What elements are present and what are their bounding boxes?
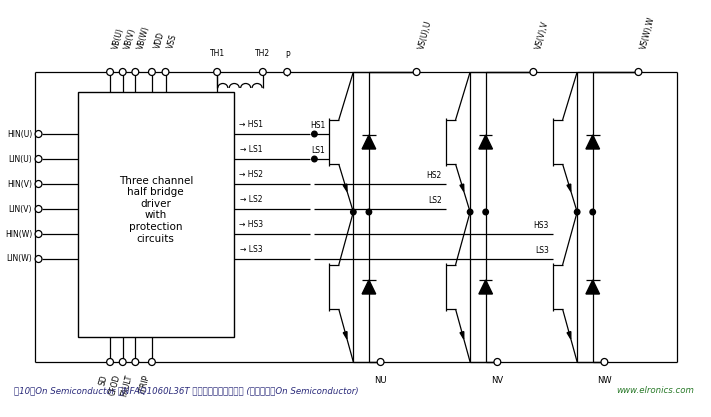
Text: VS(V),V: VS(V),V bbox=[535, 20, 550, 50]
Text: VSS: VSS bbox=[166, 33, 179, 50]
Circle shape bbox=[132, 68, 139, 75]
Text: SD: SD bbox=[97, 374, 109, 387]
Text: HS1: HS1 bbox=[310, 121, 325, 130]
Circle shape bbox=[214, 68, 220, 75]
Text: VS(W),W: VS(W),W bbox=[639, 15, 657, 50]
Polygon shape bbox=[586, 280, 599, 294]
Text: VB(V): VB(V) bbox=[124, 27, 138, 50]
Circle shape bbox=[35, 131, 42, 138]
Text: HS3: HS3 bbox=[533, 221, 549, 230]
Circle shape bbox=[530, 68, 537, 75]
Text: LS1: LS1 bbox=[311, 146, 325, 155]
Circle shape bbox=[483, 209, 488, 215]
Circle shape bbox=[377, 359, 384, 365]
Circle shape bbox=[119, 68, 126, 75]
Circle shape bbox=[366, 209, 372, 215]
Polygon shape bbox=[567, 332, 571, 339]
Text: www.elronics.com: www.elronics.com bbox=[616, 386, 694, 395]
Text: NW: NW bbox=[597, 376, 611, 385]
Text: Three channel
half bridge
driver
with
protection
circuits: Three channel half bridge driver with pr… bbox=[119, 176, 193, 244]
Polygon shape bbox=[567, 184, 571, 191]
Text: HIN(W): HIN(W) bbox=[5, 229, 32, 239]
Circle shape bbox=[284, 68, 291, 75]
Polygon shape bbox=[343, 184, 347, 191]
Text: NU: NU bbox=[374, 376, 387, 385]
Text: → HS1: → HS1 bbox=[239, 120, 263, 129]
Circle shape bbox=[35, 156, 42, 163]
Text: → HS2: → HS2 bbox=[239, 170, 263, 179]
Circle shape bbox=[35, 206, 42, 213]
Text: LIN(W): LIN(W) bbox=[6, 254, 32, 264]
Circle shape bbox=[119, 359, 126, 365]
Text: LIN(V): LIN(V) bbox=[9, 204, 32, 214]
Text: LIN(U): LIN(U) bbox=[9, 155, 32, 163]
Circle shape bbox=[413, 68, 420, 75]
Text: LS2: LS2 bbox=[428, 196, 442, 205]
Text: FAULT: FAULT bbox=[120, 374, 134, 398]
Polygon shape bbox=[362, 135, 375, 149]
Circle shape bbox=[311, 156, 317, 162]
Text: → LS2: → LS2 bbox=[240, 195, 262, 204]
Text: HIN(U): HIN(U) bbox=[7, 130, 32, 138]
Circle shape bbox=[590, 209, 595, 215]
Circle shape bbox=[35, 231, 42, 238]
Circle shape bbox=[132, 359, 139, 365]
Text: → HS3: → HS3 bbox=[239, 220, 263, 229]
Text: P: P bbox=[285, 51, 289, 60]
Circle shape bbox=[494, 359, 501, 365]
Bar bbox=[78, 92, 234, 337]
Polygon shape bbox=[362, 280, 375, 294]
Text: LS3: LS3 bbox=[535, 246, 549, 255]
Polygon shape bbox=[343, 332, 347, 339]
Text: VB(U): VB(U) bbox=[111, 27, 125, 50]
Circle shape bbox=[149, 68, 155, 75]
Circle shape bbox=[107, 68, 114, 75]
Circle shape bbox=[467, 209, 473, 215]
Circle shape bbox=[35, 256, 42, 262]
Text: CFOD: CFOD bbox=[107, 374, 122, 397]
Circle shape bbox=[162, 68, 169, 75]
Polygon shape bbox=[479, 280, 493, 294]
Circle shape bbox=[601, 359, 608, 365]
Circle shape bbox=[311, 131, 317, 137]
Text: VDD: VDD bbox=[153, 31, 166, 50]
Polygon shape bbox=[586, 135, 599, 149]
Circle shape bbox=[574, 209, 580, 215]
Text: TH2: TH2 bbox=[255, 49, 270, 58]
Text: → LS1: → LS1 bbox=[240, 145, 262, 154]
Polygon shape bbox=[479, 135, 493, 149]
Circle shape bbox=[35, 181, 42, 188]
Text: VS(U),U: VS(U),U bbox=[417, 19, 434, 50]
Polygon shape bbox=[460, 332, 464, 339]
Circle shape bbox=[107, 359, 114, 365]
Text: VB(W): VB(W) bbox=[137, 25, 151, 50]
Text: NV: NV bbox=[491, 376, 503, 385]
Polygon shape bbox=[460, 184, 464, 191]
Text: HS2: HS2 bbox=[427, 171, 442, 180]
Text: → LS3: → LS3 bbox=[240, 245, 262, 254]
Circle shape bbox=[351, 209, 356, 215]
Text: ITRIP: ITRIP bbox=[137, 374, 151, 395]
Text: HIN(V): HIN(V) bbox=[7, 179, 32, 188]
Text: TH1: TH1 bbox=[210, 49, 225, 58]
Circle shape bbox=[149, 359, 155, 365]
Circle shape bbox=[260, 68, 266, 75]
Text: 图10：On Semiconductor 的NFAQ1060L36T 功率集成模块功能框图 (图片来源：On Semiconductor): 图10：On Semiconductor 的NFAQ1060L36T 功率集成模… bbox=[14, 386, 358, 395]
Circle shape bbox=[635, 68, 642, 75]
